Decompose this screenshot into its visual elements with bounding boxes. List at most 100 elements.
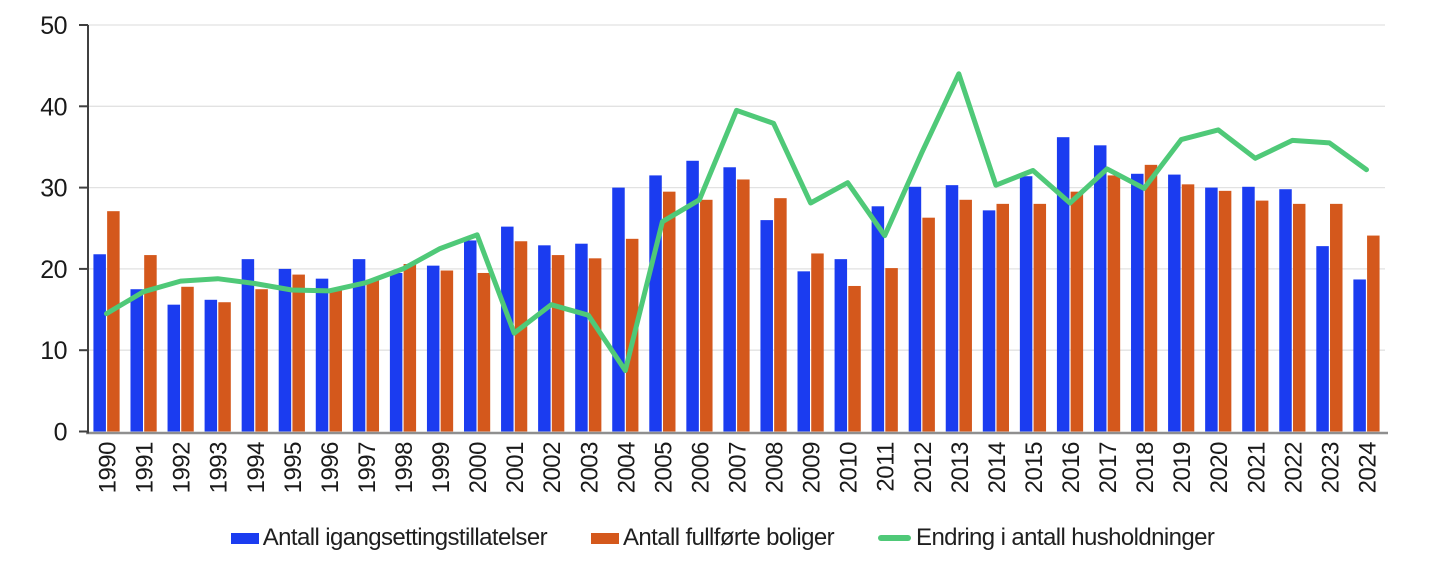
bar-igangsettingstillatelser-1994 [241,259,255,432]
legend-label: Antall igangsettingstillatelser [262,524,548,551]
bar-fullforte-boliger-2020 [1218,190,1232,432]
chart-plot-area: 0 10 20 30 40 50 1990 1991 1992 1993 1994 1995 1996 1… [40,12,1388,494]
bar-fullforte-boliger-2015 [1033,203,1047,432]
bar-fullforte-boliger-2022 [1292,203,1306,432]
bar-fullforte-boliger-2016 [1070,191,1084,432]
x-axis-label-2003: 2003 [576,442,603,494]
bar-igangsettingstillatelser-1997 [352,259,366,432]
bar-fullforte-boliger-1996 [329,289,342,432]
x-axis-label-1990: 1990 [95,442,122,494]
x-axis-label-2012: 2012 [910,442,937,494]
bar-igangsettingstillatelser-2015 [1019,176,1033,432]
bar-igangsettingstillatelser-2018 [1131,173,1144,432]
x-axis-label-1993: 1993 [206,442,233,494]
bar-fullforte-boliger-1998 [403,264,417,432]
x-axis-label-2014: 2014 [984,442,1011,494]
legend-label: Antall fullførte boliger [622,524,835,551]
x-axis-label-1995: 1995 [280,442,307,494]
bar-igangsettingstillatelser-2000 [464,240,477,432]
bar-fullforte-boliger-2024 [1367,235,1380,432]
x-axis-label-1997: 1997 [354,442,381,494]
x-axis-label-2011: 2011 [873,442,900,492]
bar-igangsettingstillatelser-2024 [1353,279,1366,432]
bar-igangsettingstillatelser-2009 [797,271,811,432]
x-axis-label-2009: 2009 [799,442,826,494]
bar-fullforte-boliger-2008 [774,198,787,432]
bar-igangsettingstillatelser-2006 [686,160,699,432]
y-axis-label-50: 50 [40,12,67,40]
bar-igangsettingstillatelser-2023 [1316,246,1329,432]
legend-label: Endring i antall husholdninger [916,524,1215,551]
x-axis-label-2004: 2004 [613,442,640,494]
x-axis-label-1996: 1996 [317,442,344,494]
bar-fullforte-boliger-2006 [700,199,713,432]
y-axis-label-30: 30 [40,175,67,203]
bar-fullforte-boliger-2010 [848,285,861,432]
legend-item-3[interactable]: Endring i antall husholdninger [878,524,1215,552]
x-axis-label-2005: 2005 [650,442,677,494]
x-axis-label-2022: 2022 [1280,442,1307,494]
bar-igangsettingstillatelser-2019 [1168,174,1181,432]
x-axis-label-2019: 2019 [1169,442,1196,494]
bar-fullforte-boliger-1990 [107,211,120,432]
y-axis-label-20: 20 [40,256,67,284]
legend-item-2[interactable]: Antall fullførte boliger [590,524,835,552]
bar-fullforte-boliger-2005 [662,191,676,432]
bar-fullforte-boliger-2007 [737,179,750,432]
legend-line-swatch [878,535,912,541]
bar-fullforte-boliger-1991 [144,255,157,432]
bar-igangsettingstillatelser-2020 [1205,187,1218,432]
line-endring-husholdninger [104,71,1369,373]
bar-igangsettingstillatelser-2017 [1093,145,1107,432]
x-axis-label-2002: 2002 [539,442,566,494]
bar-fullforte-boliger-2011 [885,268,898,432]
x-axis-label-2006: 2006 [687,442,714,494]
bar-igangsettingstillatelser-1998 [389,272,403,432]
bar-fullforte-boliger-1994 [255,289,268,432]
bar-igangsettingstillatelser-2007 [723,167,736,432]
bar-igangsettingstillatelser-2001 [501,226,514,432]
bar-igangsettingstillatelser-2005 [649,175,662,432]
x-axis-label-2017: 2017 [1095,442,1122,494]
bar-igangsettingstillatelser-2003 [575,243,588,432]
x-axis-label-1994: 1994 [243,442,270,494]
bar-igangsettingstillatelser-2021 [1242,186,1255,432]
legend-bar-swatch [230,532,259,544]
legend-item-1[interactable]: Antall igangsettingstillatelser [230,524,548,552]
y-axis-label-10: 10 [40,337,67,365]
bar-igangsettingstillatelser-2022 [1279,189,1292,432]
bar-igangsettingstillatelser-1999 [426,265,440,432]
x-axis-label-1992: 1992 [169,442,196,494]
bar-fullforte-boliger-2012 [922,217,935,432]
bar-fullforte-boliger-2017 [1107,175,1121,432]
bar-igangsettingstillatelser-1990 [93,254,106,432]
x-axis-label-2020: 2020 [1206,442,1233,494]
bar-fullforte-boliger-2019 [1181,184,1195,432]
x-axis-label-1991: 1991 [132,442,159,494]
x-axis-label-1999: 1999 [428,442,455,494]
bar-igangsettingstillatelser-2011 [871,206,885,432]
bar-igangsettingstillatelser-1993 [204,299,218,432]
bar-fullforte-boliger-1997 [366,279,380,432]
bar-igangsettingstillatelser-1996 [315,278,329,432]
x-axis-label-2013: 2013 [947,442,974,494]
x-axis-label-2007: 2007 [725,442,752,494]
x-axis-label-2021: 2021 [1243,442,1270,494]
bar-igangsettingstillatelser-2010 [834,259,848,432]
x-axis-label-1998: 1998 [391,442,418,494]
bar-igangsettingstillatelser-1991 [130,289,143,432]
bar-igangsettingstillatelser-1992 [167,304,181,432]
bar-fullforte-boliger-1992 [181,286,194,432]
bar-fullforte-boliger-2009 [811,253,824,432]
x-axis-label-2000: 2000 [465,442,492,494]
legend-bar-swatch [590,532,619,544]
x-axis-label-2010: 2010 [836,442,863,494]
bar-fullforte-boliger-2023 [1330,203,1343,432]
bar-fullforte-boliger-2000 [477,272,491,432]
x-axis-label-2001: 2001 [502,442,529,494]
bar-fullforte-boliger-2001 [514,241,528,432]
bar-fullforte-boliger-2021 [1255,200,1269,432]
bar-fullforte-boliger-1995 [292,274,305,432]
x-axis-label-2008: 2008 [762,442,789,494]
